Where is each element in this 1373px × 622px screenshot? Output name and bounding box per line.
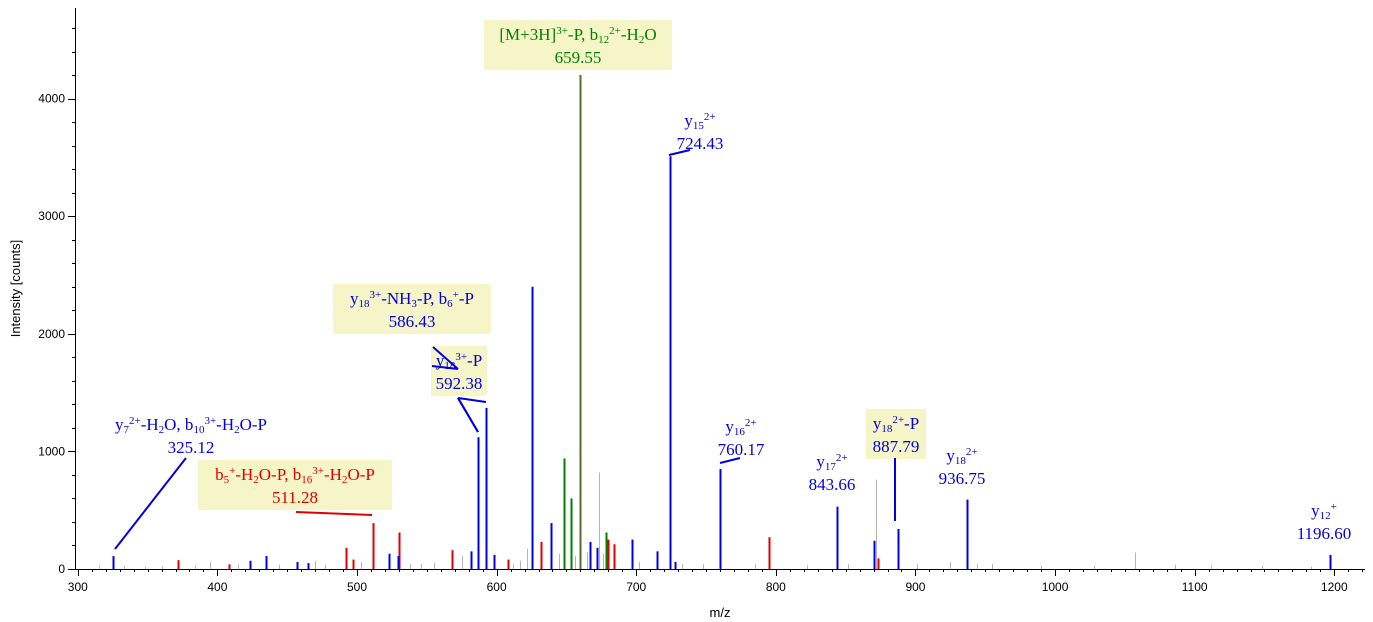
y-axis-title: Intensity [counts]: [8, 240, 23, 338]
annotation-mz-label: 760.17: [718, 440, 765, 459]
annotation-leader-line: [295, 511, 373, 516]
annotation-ion-label: [M+3H]3+-P, b122+-H2O: [499, 25, 656, 46]
annotation-ion-label: y152+: [684, 111, 715, 132]
annotation-highlight: [866, 409, 926, 459]
x-tick-label: 600: [487, 580, 507, 594]
y-tick-label: 4000: [38, 92, 65, 106]
x-tick-label: 800: [766, 580, 786, 594]
peak-annotation: y182+-P 887.79: [866, 409, 926, 521]
annotation-leader-line: [114, 457, 187, 550]
x-tick-label: 900: [905, 580, 925, 594]
annotation-ion-label: y172+: [816, 452, 847, 473]
annotation-leader-line: [432, 346, 459, 370]
annotation-ion-label: y12+: [1311, 501, 1337, 522]
y-tick-label: 3000: [38, 209, 65, 223]
annotation-mz-label: 887.79: [873, 437, 920, 456]
y-tick-label: 1000: [38, 444, 65, 458]
y-tick-label: 2000: [38, 327, 65, 341]
peak-annotation: y172+ 843.66: [809, 452, 856, 494]
peak-annotation: y183+-P 592.38: [431, 346, 487, 433]
annotation-leader-line: [668, 149, 691, 156]
x-tick-label: 1000: [1042, 580, 1069, 594]
annotation-mz-label: 586.43: [389, 312, 436, 331]
peak-annotation: y72+-H2O, b103+-H2O-P 325.12: [114, 415, 267, 550]
peak-annotation: y12+ 1196.60: [1297, 501, 1352, 543]
annotation-ion-label: y162+: [725, 417, 756, 438]
annotation-ion-label: y183+-NH3-P, b6+-P: [350, 289, 474, 310]
annotation-mz-label: 843.66: [809, 475, 856, 494]
annotation-highlight: [333, 284, 491, 334]
y-tick-label: 0: [58, 562, 65, 576]
annotation-leader-line: [457, 397, 487, 403]
annotation-leader-line: [719, 457, 741, 464]
annotation-ion-label: y182+: [946, 446, 977, 467]
peak-annotation: y152+ 724.43: [668, 111, 724, 156]
x-tick-label: 400: [207, 580, 227, 594]
x-tick-label: 300: [68, 580, 88, 594]
annotation-ion-label: y183+-P: [436, 351, 482, 372]
annotation-highlight: [198, 460, 392, 510]
peak-annotation: b5+-H2O-P, b163+-H2O-P 511.28: [198, 460, 392, 516]
peak-annotation: y183+-NH3-P, b6+-P 586.43: [333, 284, 491, 334]
annotation-ion-label: y72+-H2O, b103+-H2O-P: [115, 415, 267, 436]
x-tick-label: 500: [347, 580, 367, 594]
x-axis-title: m/z: [710, 605, 731, 620]
annotation-ion-label: y182+-P: [873, 414, 919, 435]
peak-annotations: [M+3H]3+-P, b122+-H2O659.55y152+724.43y1…: [114, 20, 1352, 550]
annotation-mz-label: 1196.60: [1297, 524, 1352, 543]
annotation-leader-line: [431, 365, 459, 370]
spectrum-peaks: [99, 75, 1332, 569]
annotation-mz-label: 936.75: [939, 469, 986, 488]
annotation-highlight: [484, 20, 672, 70]
annotation-mz-label: 325.12: [168, 438, 215, 457]
peak-annotation: [M+3H]3+-P, b122+-H2O 659.55: [484, 20, 672, 70]
peak-annotation: y162+ 760.17: [718, 417, 765, 464]
axis-ticks: 300 400 500 600 700 800 900 1000 1100 1200 0 1000 20…: [38, 28, 1363, 594]
x-tick-label: 1200: [1321, 580, 1348, 594]
peak-annotation: y182+ 936.75: [939, 446, 986, 488]
annotation-mz-label: 592.38: [436, 374, 483, 393]
annotation-leader-line: [457, 397, 479, 433]
x-tick-label: 1100: [1182, 580, 1208, 594]
annotation-mz-label: 724.43: [677, 134, 724, 153]
annotation-mz-label: 511.28: [272, 488, 318, 507]
annotation-ion-label: b5+-H2O-P, b163+-H2O-P: [215, 465, 375, 486]
annotation-mz-label: 659.55: [555, 48, 602, 67]
x-tick-label: 700: [626, 580, 646, 594]
